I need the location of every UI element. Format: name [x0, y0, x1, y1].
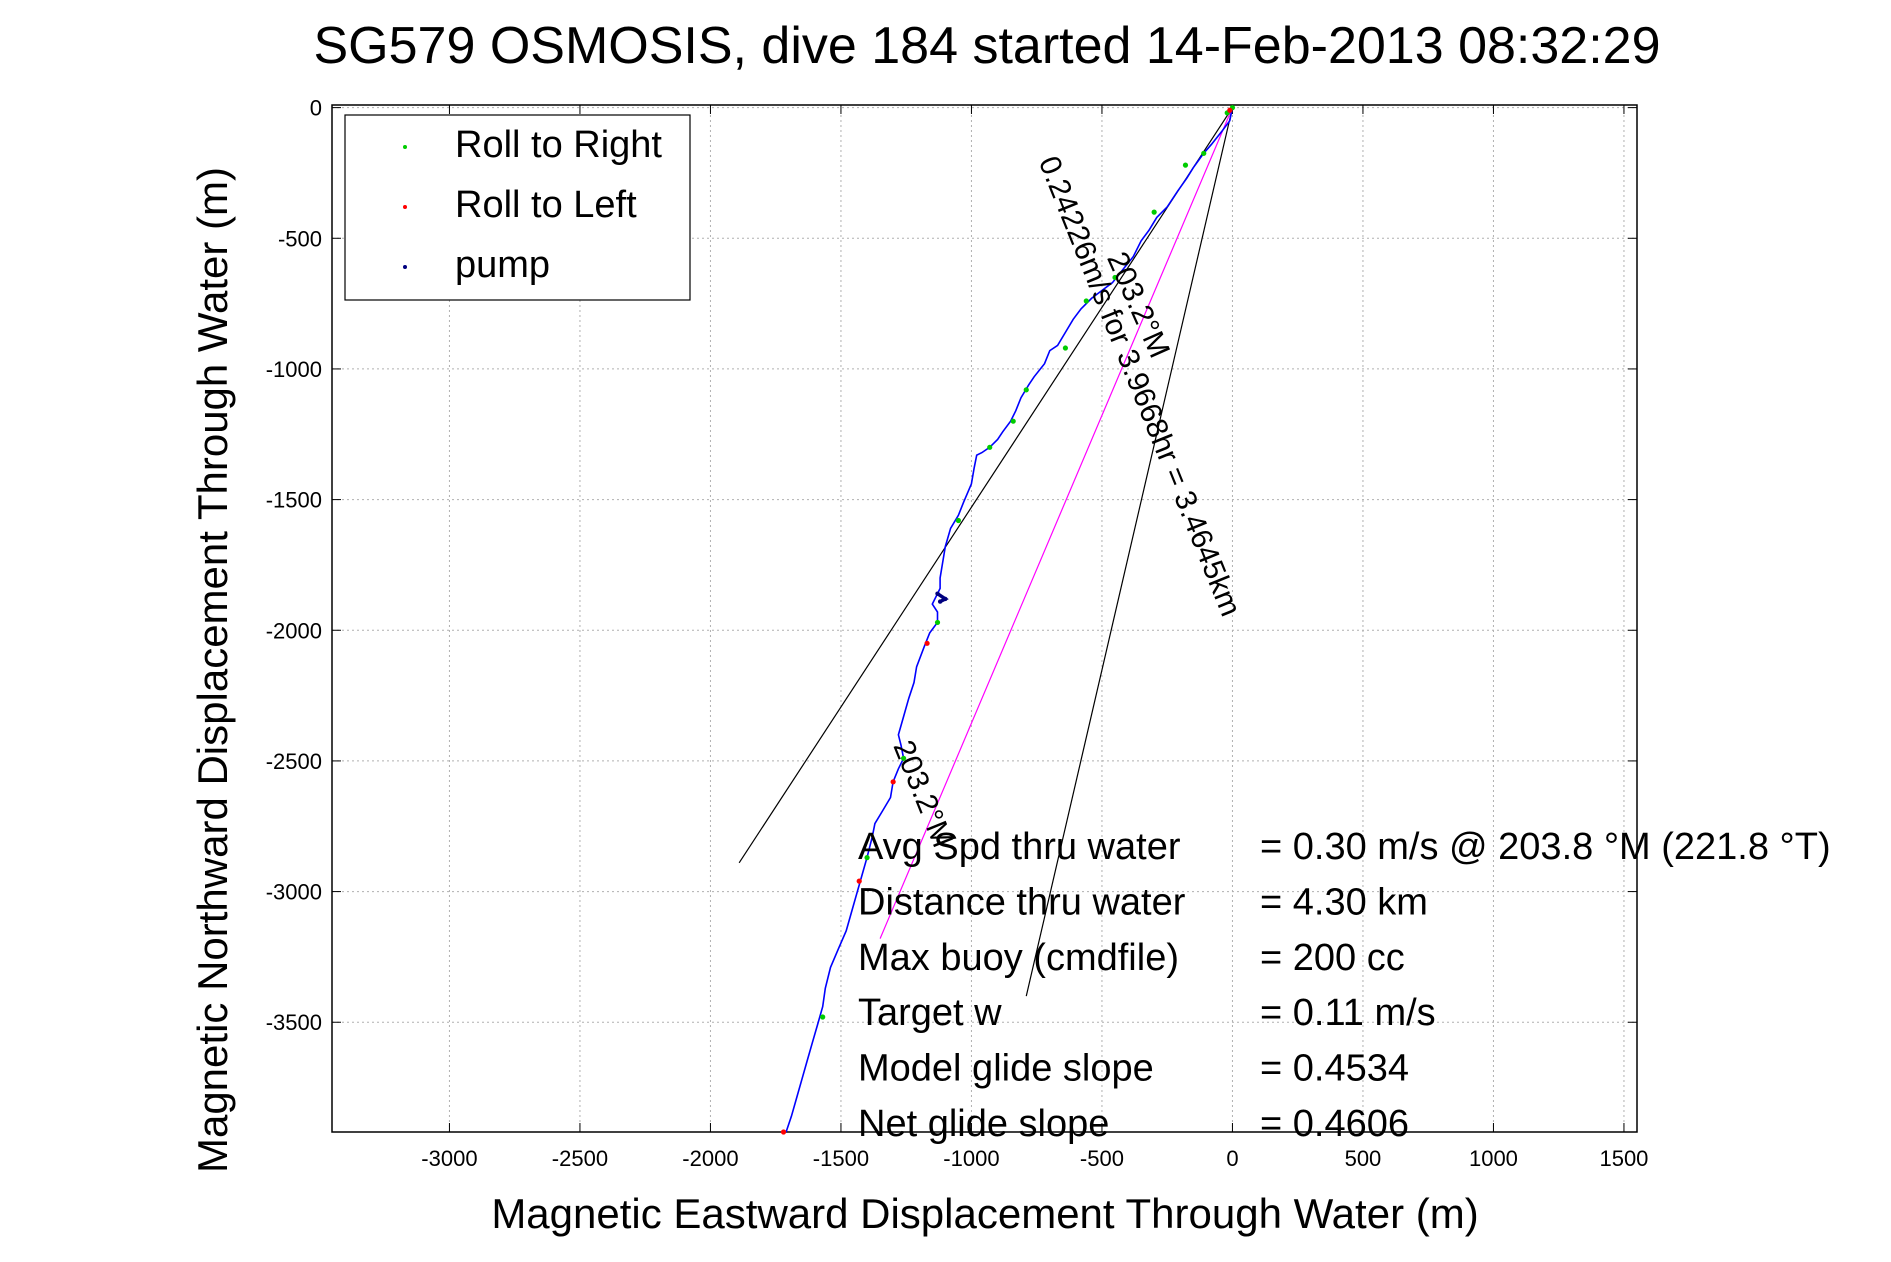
roll-right-point [900, 755, 907, 761]
roll-right-point [1010, 418, 1016, 424]
roll-right-point [820, 1014, 826, 1020]
reference-lines [738, 107, 1234, 997]
x-tick-label: 0 [1226, 1146, 1238, 1171]
stat-value: = 0.30 m/s @ 203.8 °M (221.8 °T) [1260, 826, 1831, 868]
roll-left-point [856, 878, 862, 884]
x-tick-label: 1500 [1599, 1146, 1648, 1171]
track-annotations: 0.24226m/s for 3.9668hr = 3.4645km203.2°… [887, 152, 1248, 852]
y-tick-label: -1500 [266, 488, 322, 513]
y-tick-label: -1000 [266, 357, 322, 382]
pump-point [937, 599, 943, 604]
x-tick-label: -2500 [552, 1146, 608, 1171]
track-annotation: 0.24226m/s for 3.9668hr = 3.4645km [1032, 152, 1247, 621]
pump-point [943, 596, 948, 602]
roll-left-point [924, 640, 930, 646]
x-tick-label: -2000 [682, 1146, 738, 1171]
stat-value: = 4.30 km [1260, 881, 1428, 923]
x-tick-label: 1000 [1469, 1146, 1518, 1171]
roll-right-point [987, 444, 993, 450]
legend-marker [403, 145, 407, 149]
roll-right-point [955, 517, 962, 524]
stat-value: = 0.11 m/s [1260, 992, 1436, 1034]
legend-label: pump [455, 244, 550, 286]
data-markers [780, 105, 1236, 1135]
x-tick-label: -1000 [943, 1146, 999, 1171]
roll-right-point [1182, 162, 1189, 168]
x-tick-label: -3000 [421, 1146, 477, 1171]
chart-title: SG579 OSMOSIS, dive 184 started 14-Feb-2… [313, 17, 1660, 75]
stat-value: = 0.4534 [1260, 1048, 1409, 1090]
pump-point [935, 591, 940, 596]
x-tick-label: -500 [1080, 1146, 1124, 1171]
stat-label: Avg Spd thru water [858, 826, 1181, 868]
stat-value: = 0.4606 [1260, 1103, 1409, 1145]
stat-label: Max buoy (cmdfile) [858, 937, 1179, 979]
reference-line [738, 107, 1233, 864]
x-axis-ticks: -3000 -2500 -2000 -1500 -1000 -500 0 500 1000 150… [421, 105, 1648, 1171]
roll-left-point [890, 779, 896, 785]
stat-label: Net glide slope [858, 1103, 1109, 1145]
x-tick-label: -1500 [813, 1146, 869, 1171]
roll-right-point [1062, 345, 1069, 351]
legend-label: Roll to Left [455, 184, 637, 226]
y-tick-label: 0 [310, 96, 322, 121]
reference-line [1025, 107, 1234, 997]
roll-right-point [1083, 298, 1089, 304]
roll-right-point [1112, 274, 1118, 281]
roll-left-point [1227, 107, 1233, 113]
x-tick-label: 500 [1345, 1146, 1382, 1171]
legend-box [344, 114, 691, 301]
y-tick-label: -2000 [266, 618, 322, 643]
roll-right-point [1201, 150, 1207, 156]
summary-statistics: Avg Spd thru water = 0.30 m/s @ 203.8 °M … [858, 826, 1831, 1145]
stat-label: Target w [858, 992, 1002, 1034]
x-axis-label: Magnetic Eastward Displacement Through W… [491, 1190, 1478, 1237]
roll-left-point [780, 1129, 787, 1135]
roll-right-point [864, 855, 870, 861]
y-axis-label: Magnetic Northward Displacement Through … [189, 167, 236, 1173]
y-tick-label: -500 [278, 226, 322, 251]
legend-marker [403, 205, 407, 209]
legend: Roll to Right Roll to Left pump [344, 114, 691, 301]
dive-track-line [785, 107, 1234, 1133]
grid-lines [332, 105, 1637, 1132]
legend-marker [403, 265, 407, 269]
reference-line [879, 107, 1234, 939]
y-tick-label: -3500 [266, 1010, 322, 1035]
stat-value: = 200 cc [1260, 937, 1405, 979]
y-axis-ticks: 0 -500 -1000 -1500 -2000 -2500 -3000 -3500 [266, 96, 1637, 1035]
roll-right-point [1023, 387, 1029, 393]
plot-frame [331, 104, 1638, 1133]
y-tick-label: -3000 [266, 880, 322, 905]
roll-right-point [934, 619, 941, 626]
stat-label: Distance thru water [858, 881, 1186, 923]
legend-label: Roll to Right [455, 124, 662, 166]
stat-label: Model glide slope [858, 1048, 1154, 1090]
roll-right-point [1151, 209, 1157, 215]
y-tick-label: -2500 [266, 749, 322, 774]
